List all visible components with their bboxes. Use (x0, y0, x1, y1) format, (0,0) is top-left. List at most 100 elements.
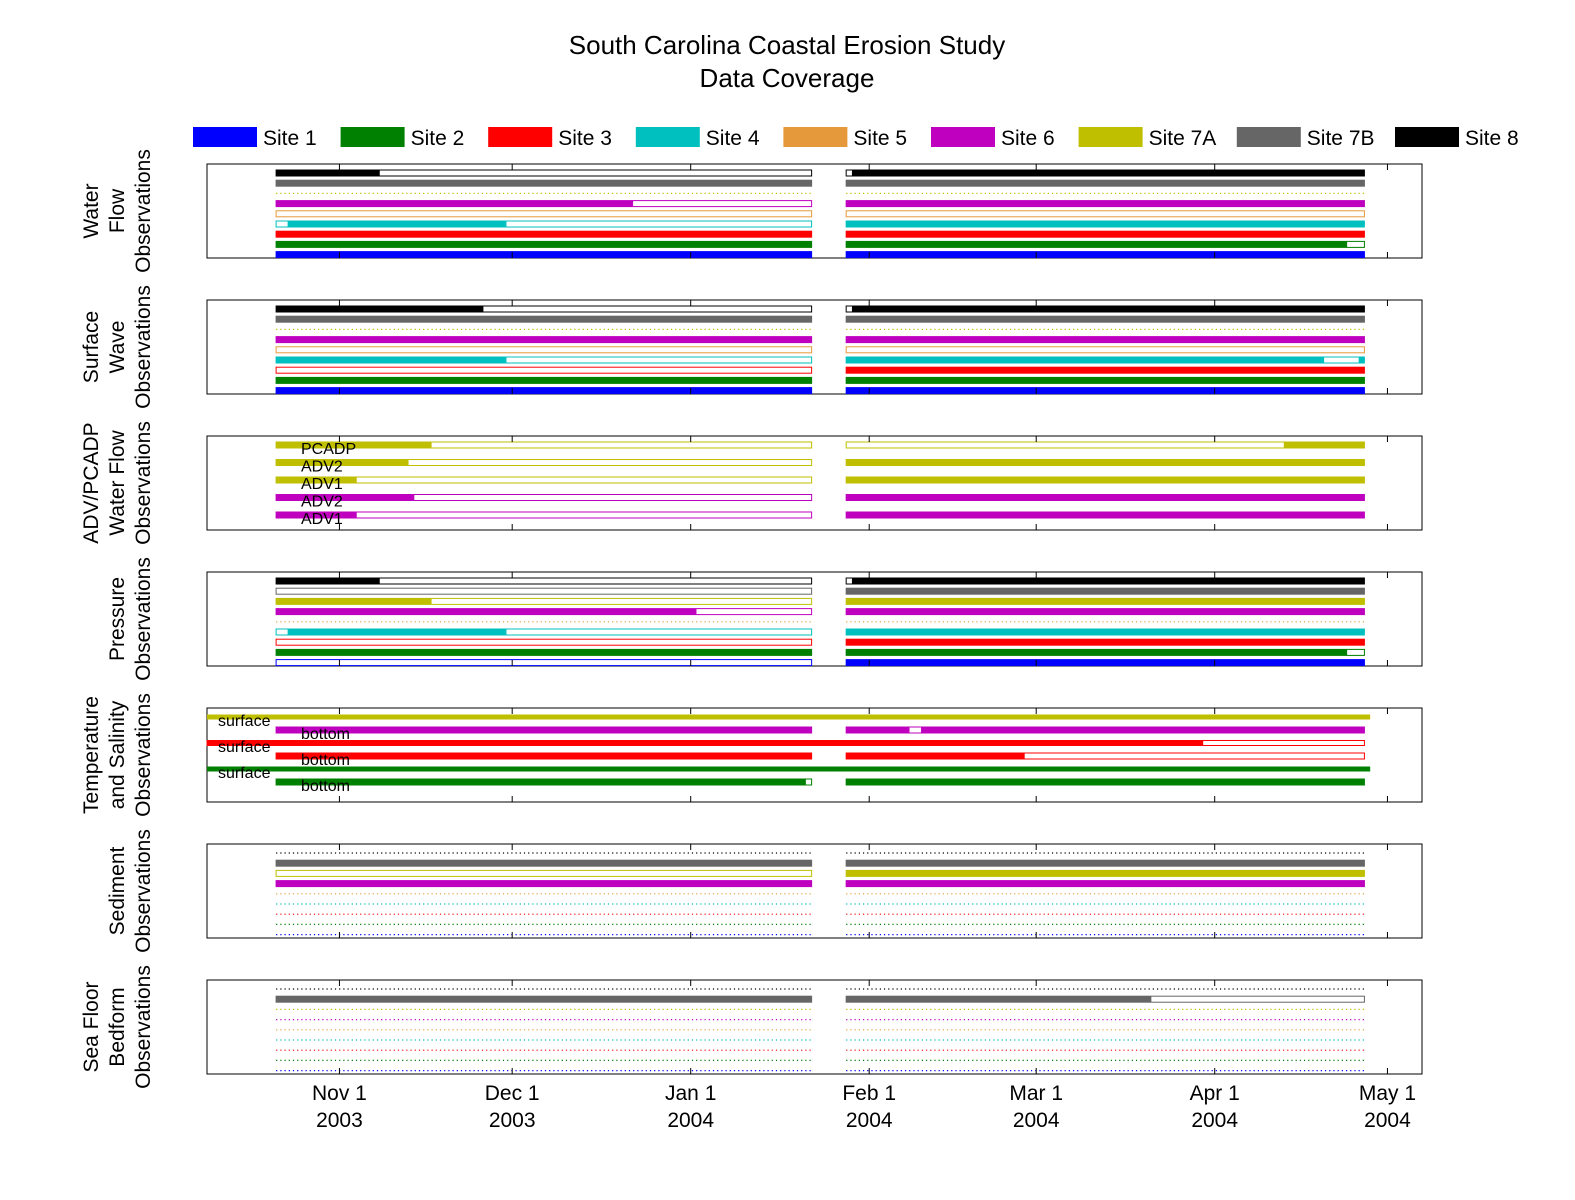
panel-5-ylabel-3: Observations (132, 693, 155, 817)
panel-2-row-8-site-2-deployment-1-data-1 (276, 377, 812, 384)
panel-5-row-1-site-7a-data-bar (207, 714, 1371, 720)
x-tick-label-7-month: May 1 (1359, 1082, 1416, 1105)
panel-1-row-4-site-6-deployment-1-data-1 (276, 200, 634, 207)
panel-7-row-2-site-7b-deployment-1-data-1 (276, 996, 812, 1003)
panel-3-ylabel-1: ADV/PCADP (80, 422, 103, 543)
panel-2-row-2-site-7b-deployment-1-data-1 (276, 316, 812, 323)
panel-2-row-5-site-5-deployment-2-outline (845, 346, 1365, 354)
panel-1-row-1-site-8-deployment-2-data-1 (851, 170, 1365, 176)
panel-3-row-4-site-6-deployment-2-data-1 (846, 494, 1365, 501)
panel-3-row-2-site-7a-deployment-2-data-1 (846, 459, 1365, 466)
panel-1-ylabel-3: Observations (132, 149, 155, 273)
panel-3-row-4-site-6-label: ADV2 (301, 494, 343, 511)
x-tick-label-1-year: 2003 (316, 1109, 363, 1132)
panel-2-row-7-site-3-deployment-2-data-1 (846, 367, 1365, 374)
panel-3-ylabel-3: Observations (132, 421, 155, 545)
panel-4: Pressure Observations (106, 557, 1423, 681)
x-tick-label-5-year: 2004 (1013, 1109, 1060, 1132)
panel-4-row-1-site-8-deployment-2-data-1 (851, 578, 1365, 584)
x-tick-label-6-year: 2004 (1191, 1109, 1238, 1132)
panel-4-row-7-site-3-deployment-1-outline (275, 638, 813, 646)
legend: Site 1 Site 2 Site 3 Site 4 Site 5 Site 6 Site… (193, 127, 1519, 150)
panel-5-row-3-site-3-data-bar (207, 740, 1204, 746)
panel-1-row-8-site-2-deployment-2-data-1 (846, 241, 1348, 248)
panel-3-row-2-site-7a-label: ADV2 (301, 459, 343, 476)
panel-4-row-3-site-7a-deployment-1-data-1 (276, 598, 432, 605)
panel-3-row-1-site-7a-deployment-1-data-1 (276, 442, 432, 448)
panel-5-row-5-site-2-label: surface (218, 765, 271, 782)
panel-4-row-8-site-2-deployment-2-data-1 (846, 649, 1348, 656)
x-tick-label-4-month: Feb 1 (842, 1082, 896, 1105)
panel-4-row-8-site-2-deployment-1-data-1 (276, 649, 812, 656)
panel-3-row-1-site-7a-label: PCADP (301, 441, 356, 458)
panel-7: Sea Floor Bedform Observations (80, 965, 1423, 1089)
legend-label-site-4: Site 4 (706, 127, 760, 150)
legend-swatch-site-1 (193, 127, 257, 147)
legend-label-site-7a: Site 7A (1149, 127, 1217, 150)
panel-5-row-2-site-6-deployment-2-data-1 (846, 727, 910, 733)
panel-5-row-3-site-3-label: surface (218, 739, 271, 756)
legend-label-site-1: Site 1 (263, 127, 317, 150)
x-tick-label-4-year: 2004 (846, 1109, 893, 1132)
panel-3-row-5-site-6-deployment-2-data-1 (846, 512, 1365, 518)
panel-5-row-5-site-2-data-bar (207, 766, 1371, 772)
panel-1-ylabel-1: Water (80, 183, 103, 238)
panel-2-row-5-site-5-deployment-1-outline (275, 346, 813, 354)
panel-4-row-4-site-6-deployment-1-data-1 (276, 608, 697, 615)
panel-7-ylabel-2: Bedform (106, 987, 129, 1066)
panel-5-row-1-site-7a-label: surface (218, 713, 271, 730)
panel-4-row-4-site-6-deployment-2-data-1 (846, 608, 1365, 615)
panel-6-row-3-site-7a-deployment-1-outline (275, 869, 813, 877)
panel-1-row-9-site-1-deployment-2-data-1 (846, 251, 1365, 258)
panel-5-row-4-site-3-deployment-2-data-1 (846, 753, 1025, 759)
panel-2-row-1-site-8-deployment-1-data-1 (276, 306, 484, 312)
panel-7-ylabel-1: Sea Floor (80, 981, 103, 1072)
panel-4-row-6-site-4-deployment-1-outline (275, 628, 813, 636)
panel-1-row-1-site-8-deployment-1-data-1 (276, 170, 380, 176)
x-axis-labels: Nov 1 2003 Dec 1 2003 Jan 1 2004 Feb 1 2004 Mar … (312, 1082, 1416, 1132)
x-tick-label-3-month: Jan 1 (665, 1082, 716, 1105)
panel-3-row-5-site-6-label: ADV1 (301, 511, 343, 528)
panel-2-row-2-site-7b-deployment-2-data-1 (846, 316, 1365, 323)
panel-2-row-9-site-1-deployment-1-data-1 (276, 387, 812, 394)
x-tick-label-1-month: Nov 1 (312, 1082, 367, 1105)
chart-title-line-1: South Carolina Coastal Erosion Study (569, 30, 1005, 60)
panel-6-row-2-site-7b-deployment-2-data-1 (846, 860, 1365, 867)
legend-swatch-site-5 (783, 127, 848, 147)
panel-2-row-7-site-3-deployment-1-outline (275, 366, 813, 374)
panel-1-row-8-site-2-deployment-1-data-1 (276, 241, 812, 248)
panel-4-ylabel-1: Pressure (106, 577, 129, 661)
panel-4-ylabel-2: Observations (132, 557, 155, 681)
panel-5-row-6-site-2-deployment-1-data-1 (276, 779, 806, 785)
panel-5-ylabel-1: Temperature (80, 696, 103, 814)
legend-label-site-6: Site 6 (1001, 127, 1055, 150)
legend-swatch-site-8 (1395, 127, 1459, 147)
panel-1: Water Flow Observations (80, 149, 1423, 273)
panel-2-row-6-site-4-deployment-1-data-1 (276, 357, 507, 363)
panel-6-ylabel-1: Sediment (106, 846, 129, 935)
panel-6-row-4-site-6-deployment-1-data-1 (276, 880, 812, 887)
panel-2-ylabel-3: Observations (132, 285, 155, 409)
panel-5-row-6-site-2-label: bottom (301, 778, 350, 795)
panel-1-row-6-site-4-deployment-2-data-1 (846, 221, 1365, 227)
x-tick-label-5-month: Mar 1 (1009, 1082, 1063, 1105)
panel-4-row-9-site-1-deployment-1-outline (275, 659, 813, 667)
panel-7-frame (206, 979, 1423, 1075)
legend-swatch-site-3 (488, 127, 553, 147)
panel-2-ylabel-1: Surface (80, 311, 103, 383)
panel-7-row-2-site-7b-deployment-2-data-1 (846, 996, 1152, 1003)
panel-3-frame (206, 435, 1423, 531)
panel-6-row-2-site-7b-deployment-1-data-1 (276, 860, 812, 867)
legend-swatch-site-4 (635, 127, 700, 147)
panel-2-row-6-site-4-deployment-2-data-1 (846, 357, 1325, 363)
panel-4-row-2-site-7b-deployment-2-data-1 (846, 588, 1365, 595)
panel-4-row-9-site-1-deployment-2-data-1 (846, 659, 1365, 666)
panel-4-frame (206, 571, 1423, 667)
panel-4-row-7-site-3-deployment-2-data-1 (846, 639, 1365, 646)
panel-1-row-7-site-3-deployment-1-data-1 (276, 231, 812, 238)
legend-label-site-2: Site 2 (411, 127, 465, 150)
legend-swatch-site-2 (340, 127, 405, 147)
panel-1-row-9-site-1-deployment-1-data-1 (276, 251, 812, 258)
